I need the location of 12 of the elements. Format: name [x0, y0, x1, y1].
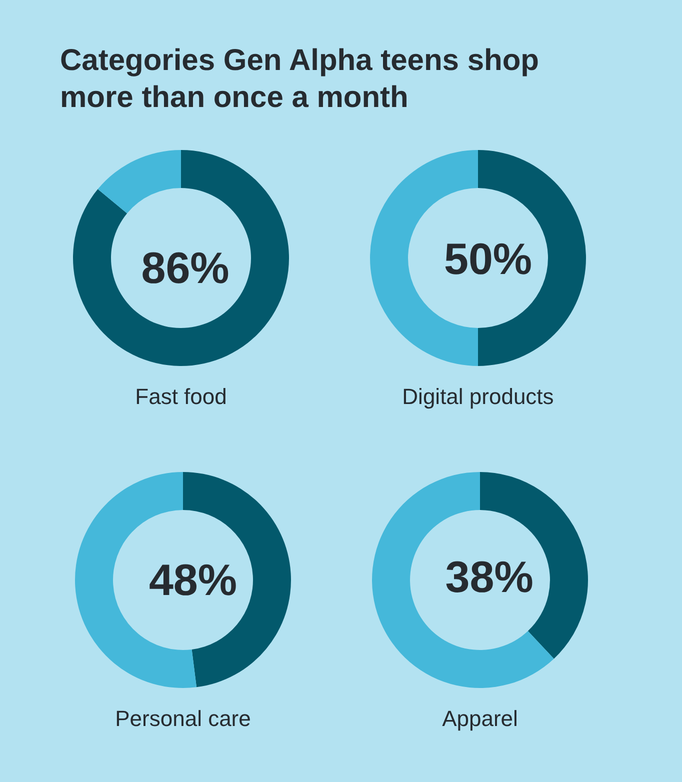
text: Personal care: [115, 706, 251, 731]
text: Categories Gen Alpha teens shop more than once a month: [60, 44, 539, 114]
text: Apparel: [442, 706, 518, 731]
data-label: 50%: [444, 234, 532, 284]
text: Fast food: [135, 384, 227, 409]
donut-slice: [73, 150, 289, 366]
text: Digital products: [402, 384, 554, 409]
donut-slice: [98, 150, 181, 214]
data-label: 86%: [141, 244, 230, 293]
data-label: 48%: [148, 556, 238, 606]
donut-slice: [372, 472, 554, 688]
data-label: 38%: [445, 553, 534, 602]
